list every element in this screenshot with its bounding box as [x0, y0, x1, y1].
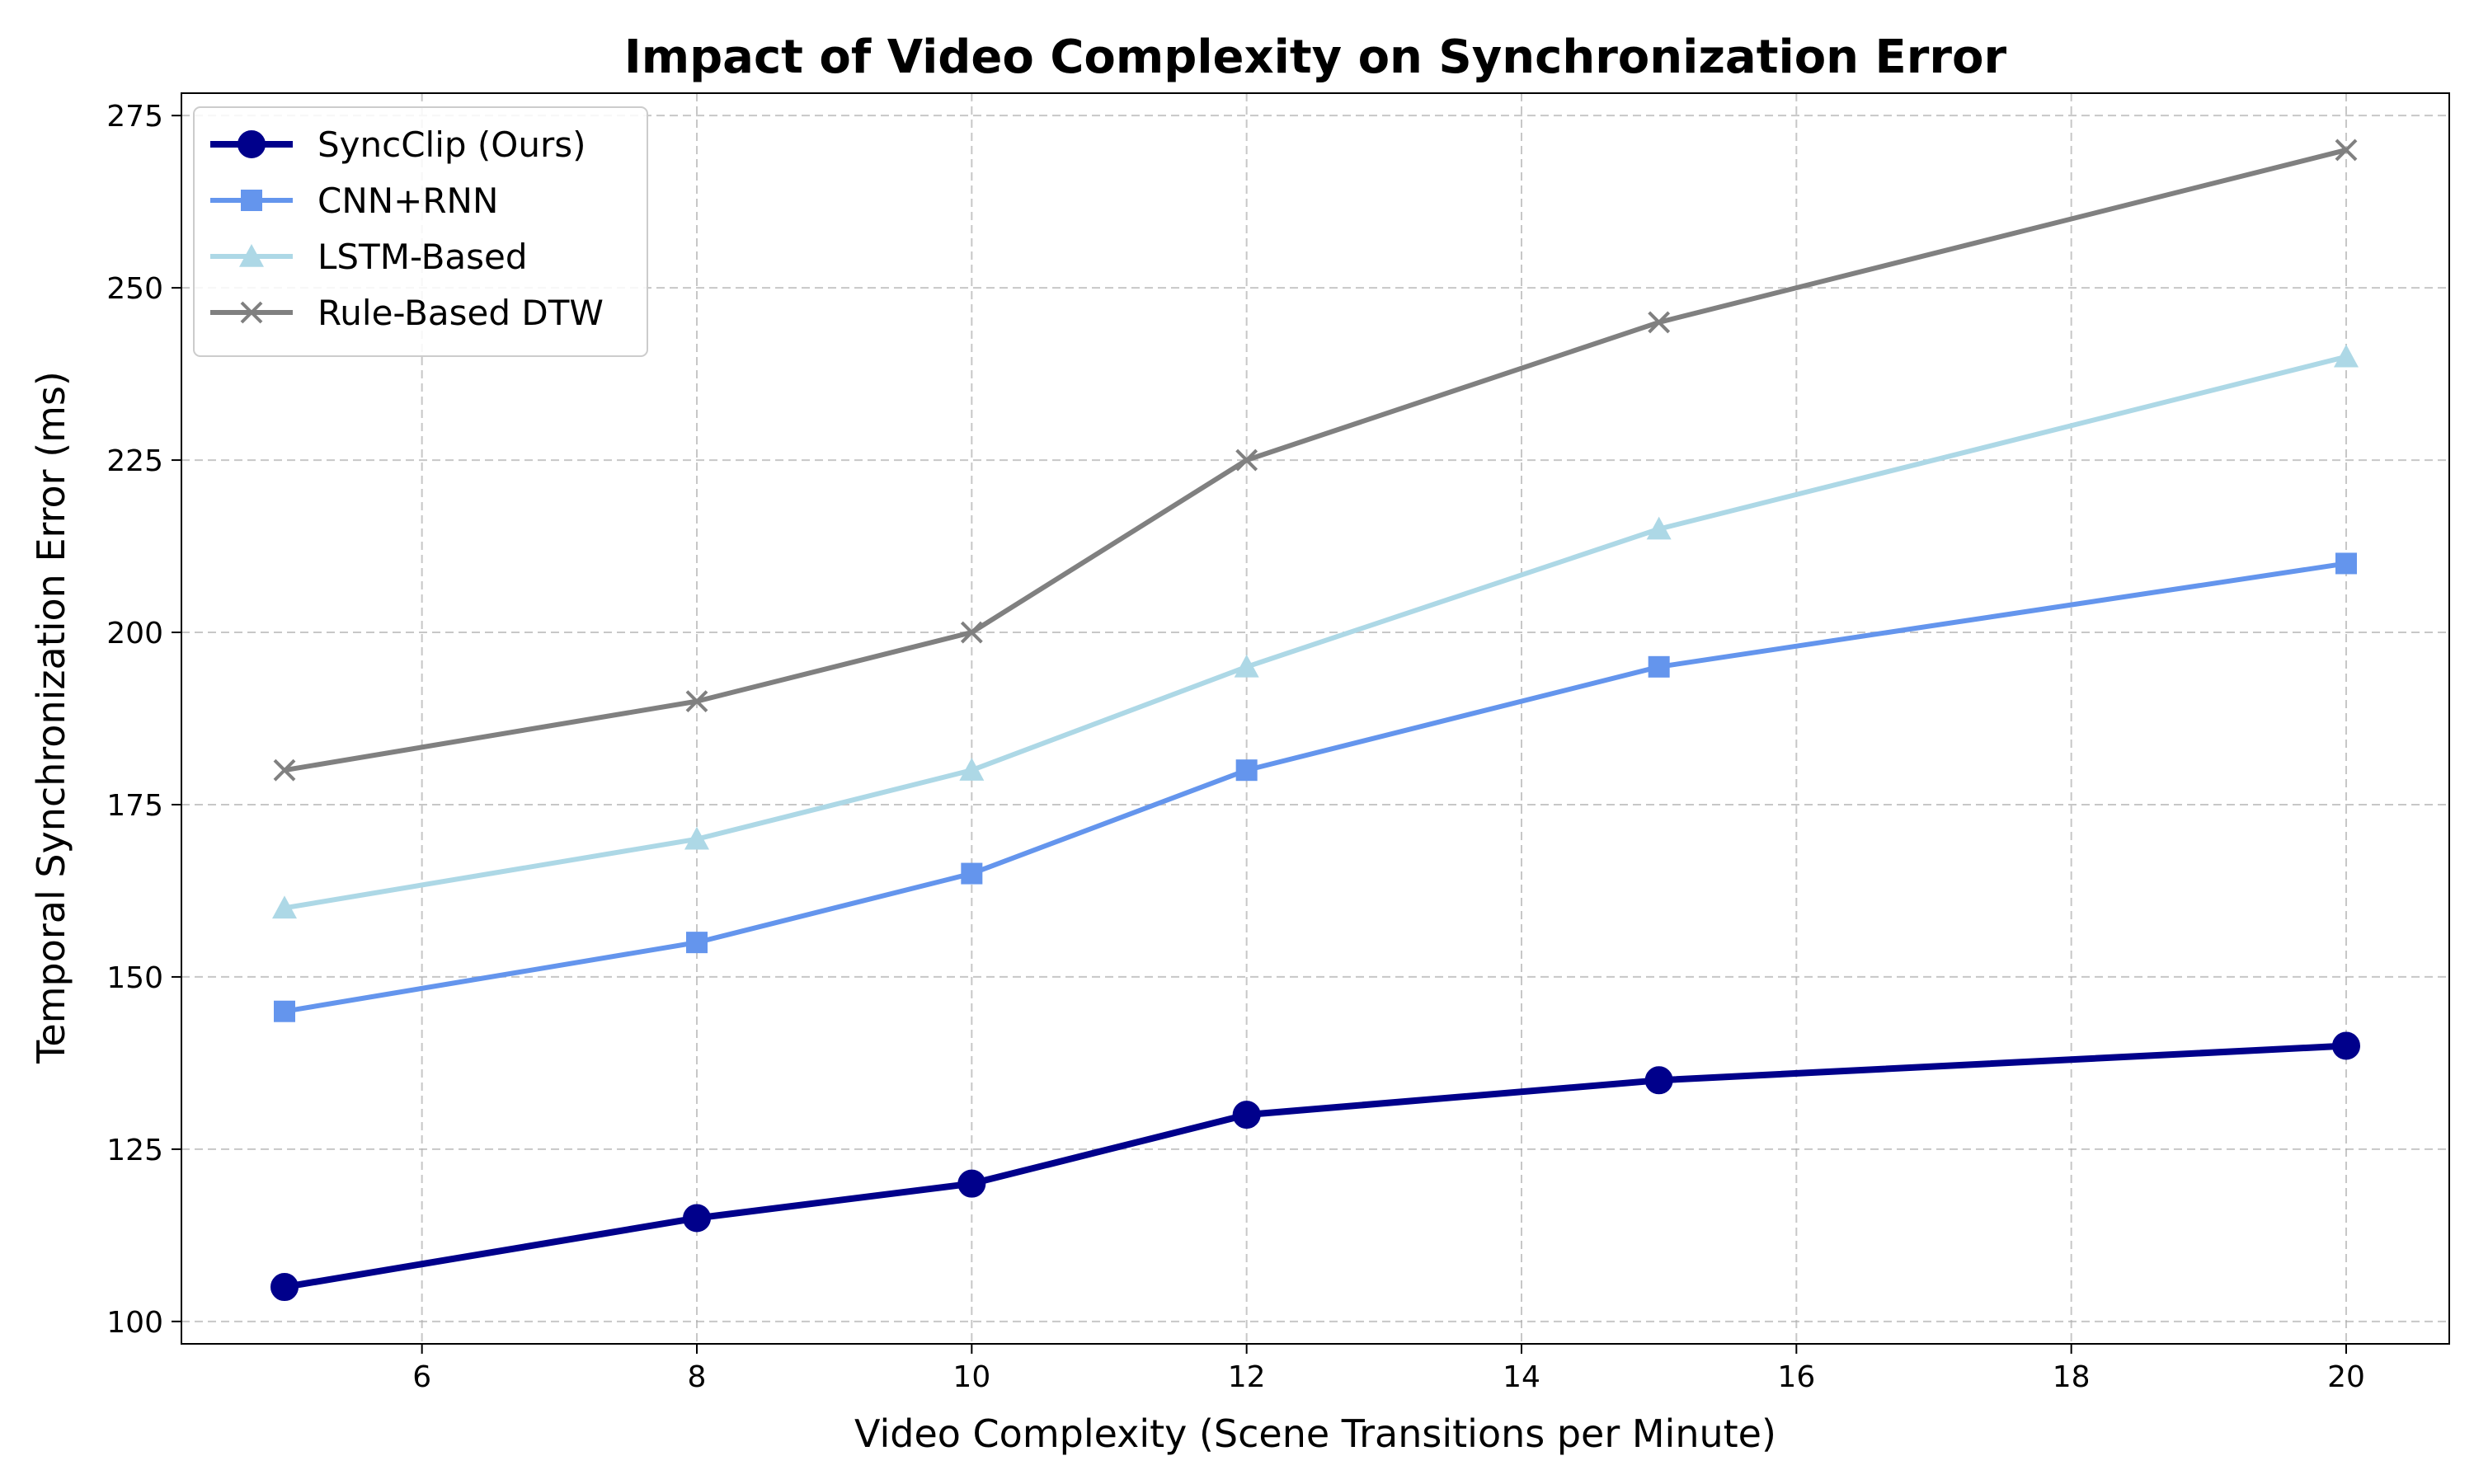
data-point-cnn-rnn	[2335, 552, 2357, 575]
legend-item-cnn-rnn: CNN+RNN	[210, 181, 498, 221]
data-point-syncclip-ours	[1232, 1101, 1261, 1129]
x-tick-label: 20	[2327, 1360, 2365, 1394]
x-marker-stroke	[685, 690, 708, 713]
series-line-rule-based-dtw	[284, 148, 2347, 773]
data-point-syncclip-ours	[957, 1169, 986, 1198]
series-cnn-rnn	[274, 552, 2357, 1022]
y-tick-label: 100	[106, 1306, 163, 1340]
x-tick-label: 16	[1777, 1360, 1815, 1394]
x-tick-label: 14	[1503, 1360, 1540, 1394]
legend-marker	[241, 190, 262, 211]
data-point-lstm-based	[684, 826, 709, 850]
data-point-cnn-rnn	[961, 862, 983, 885]
data-point-lstm-based	[1234, 654, 1259, 678]
series-rule-based-dtw	[273, 139, 2358, 782]
x-tick-label: 6	[412, 1360, 431, 1394]
data-point-syncclip-ours	[683, 1204, 711, 1233]
x-marker-stroke	[1648, 311, 1671, 334]
legend-box	[193, 106, 648, 357]
legend-label: Rule-Based DTW	[317, 293, 604, 333]
data-point-lstm-based	[959, 758, 985, 781]
legend-marker	[239, 244, 264, 267]
data-point-rule-based-dtw	[273, 758, 296, 782]
y-tick-label: 250	[106, 272, 163, 306]
x-marker-stroke	[960, 621, 983, 644]
chart-title: Impact of Video Complexity on Synchroniz…	[624, 31, 2007, 84]
legend-label: LSTM-Based	[317, 237, 528, 277]
series-line-syncclip-ours	[284, 1042, 2347, 1290]
y-tick-label: 275	[106, 100, 163, 134]
legend-item-syncclip-ours: SyncClip (Ours)	[210, 124, 586, 165]
x-tick-label: 18	[2053, 1360, 2091, 1394]
data-point-syncclip-ours	[270, 1273, 299, 1302]
x-marker-stroke	[273, 758, 296, 782]
data-point-cnn-rnn	[1648, 655, 1670, 678]
y-tick-label: 150	[106, 961, 163, 995]
axis-ticks: 6 8 10 12 14 16 18 20 100 125 150 175 200 225 250 275	[106, 100, 2365, 1394]
data-point-rule-based-dtw	[960, 621, 983, 644]
x-axis-label: Video Complexity (Scene Transitions per …	[854, 1411, 1776, 1456]
legend-item-rule-based-dtw: Rule-Based DTW	[210, 293, 604, 333]
x-marker-stroke	[1235, 448, 1258, 472]
legend-marker	[240, 301, 263, 324]
data-point-cnn-rnn	[274, 1000, 295, 1022]
data-point-cnn-rnn	[1235, 759, 1258, 782]
data-point-lstm-based	[272, 895, 297, 919]
legend-label: SyncClip (Ours)	[317, 124, 586, 165]
legend: SyncClip (Ours) CNN+RNN LSTM-Based Rule-Bas…	[193, 106, 648, 357]
data-point-lstm-based	[1646, 516, 1672, 540]
x-marker-stroke	[240, 301, 263, 324]
y-tick-label: 125	[106, 1134, 163, 1167]
series-line-cnn-rnn	[284, 561, 2347, 1014]
series-syncclip-ours	[270, 1031, 2360, 1302]
y-tick-label: 225	[106, 444, 163, 478]
plot-area-frame	[181, 92, 2450, 1345]
data-point-syncclip-ours	[1644, 1066, 1673, 1095]
data-point-syncclip-ours	[2332, 1031, 2360, 1060]
data-point-rule-based-dtw	[685, 690, 708, 713]
y-tick-label: 175	[106, 789, 163, 823]
x-tick-label: 8	[688, 1360, 707, 1394]
x-tick-label: 10	[952, 1360, 990, 1394]
series-line-lstm-based	[284, 354, 2347, 911]
grid-lines	[181, 93, 2449, 1344]
data-point-cnn-rnn	[686, 932, 708, 954]
x-marker-stroke	[2335, 139, 2358, 162]
data-point-rule-based-dtw	[1235, 448, 1258, 472]
y-axis-label: Temporal Synchronization Error (ms)	[29, 371, 73, 1064]
x-tick-label: 12	[1228, 1360, 1266, 1394]
series-lstm-based	[272, 344, 2359, 919]
data-point-rule-based-dtw	[1648, 311, 1671, 334]
data-point-rule-based-dtw	[2335, 139, 2358, 162]
series-lines	[270, 139, 2360, 1302]
legend-label: CNN+RNN	[317, 181, 498, 221]
data-point-lstm-based	[2334, 344, 2359, 368]
y-tick-label: 200	[106, 617, 163, 650]
legend-marker	[238, 130, 266, 158]
legend-item-lstm-based: LSTM-Based	[210, 237, 528, 277]
